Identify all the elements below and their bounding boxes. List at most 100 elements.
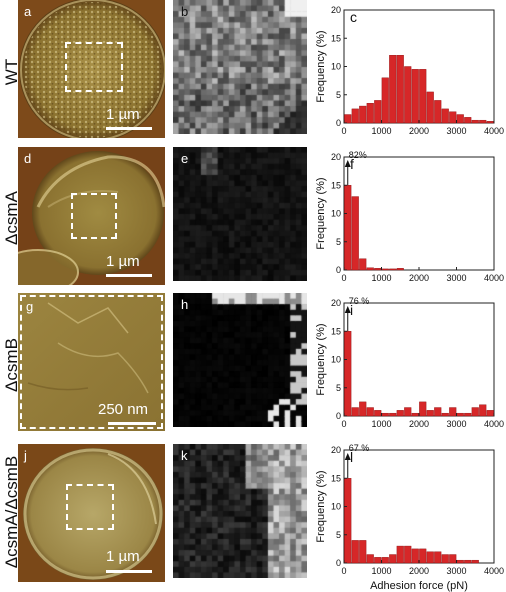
histogram-bar (351, 108, 359, 124)
histogram-bar (426, 410, 434, 417)
histogram-bar (366, 407, 374, 417)
histogram-csma: 0 1000 2000 3000 4000 0 5 10 15 20 Frequency (%) f8… (315, 150, 504, 283)
arrow-up-icon (344, 306, 351, 313)
histogram-bar (366, 267, 374, 271)
arrow-up-icon (344, 453, 351, 460)
x-tick-label: 0 (341, 419, 346, 429)
adhesion-map-wt: b (173, 0, 307, 134)
histogram-bar (381, 557, 389, 564)
arrow-up-icon (344, 160, 351, 167)
x-tick-label: 0 (341, 126, 346, 136)
afm-image-csmb-svg (18, 293, 165, 431)
panel-letter: i (350, 302, 353, 318)
peak-label: 67 % (349, 443, 370, 453)
histogram-bar (441, 554, 449, 564)
histogram-bar (419, 548, 427, 564)
y-tick-label: 5 (336, 90, 341, 100)
panel-letter-d: d (24, 151, 32, 166)
x-tick-label: 3000 (446, 566, 466, 576)
x-tick-label: 1000 (371, 419, 391, 429)
x-tick-label: 1000 (371, 273, 391, 283)
histogram-bar (464, 117, 472, 124)
histogram-bar (456, 412, 464, 417)
histogram-bar (471, 119, 479, 124)
histogram-bar (374, 100, 382, 124)
x-tick-label: 3000 (446, 419, 466, 429)
panel-letter-g: g (26, 299, 34, 314)
histogram-bar (441, 108, 449, 124)
histogram-bar (374, 557, 382, 564)
scale-bar-csma (106, 274, 152, 277)
histogram-bar (464, 412, 472, 417)
histogram-bar (359, 258, 367, 271)
histogram-bar (404, 66, 412, 124)
histogram-bar (359, 105, 367, 124)
scale-label-csma-csmb: 1 µm (106, 548, 140, 565)
histogram-bar (456, 114, 464, 124)
histogram-csma-csmb: 0 1000 2000 3000 4000 0 5 10 15 20 Frequency (%) Ad… (315, 443, 504, 592)
y-axis-label: Frequency (%) (315, 323, 327, 395)
histogram-bar (389, 554, 397, 564)
y-tick-label: 20 (331, 298, 341, 308)
histogram-bar (441, 412, 449, 417)
panel-letter: l (350, 449, 353, 465)
adhesion-map-csma: e (173, 147, 307, 281)
histogram-bar (381, 268, 389, 271)
histogram-bar (366, 103, 374, 124)
scale-label-wt: 1 µm (106, 106, 140, 123)
y-tick-label: 15 (331, 33, 341, 43)
histogram-wt: 0 1000 2000 3000 4000 0 5 10 15 20 Frequency (%) c (315, 5, 504, 136)
histogram-bar (464, 559, 472, 564)
afm-image-csma: d 1 µm (18, 147, 165, 285)
histogram-bar (389, 412, 397, 417)
panel-letter-a: a (24, 4, 32, 19)
histogram-bar (381, 77, 389, 124)
adhesion-map-csma-csmb: k (173, 444, 307, 578)
zoom-box-wt (65, 42, 123, 92)
histogram-bar (419, 401, 427, 417)
y-tick-label: 5 (336, 530, 341, 540)
histogram-bar (351, 407, 359, 417)
adhesion-map-csma-csmb-canvas (173, 444, 307, 578)
histogram-bar (396, 545, 404, 564)
y-tick-label: 15 (331, 326, 341, 336)
peak-label: 82% (349, 150, 367, 160)
scale-bar-wt (106, 127, 152, 130)
histogram-bar (381, 412, 389, 417)
y-tick-label: 0 (336, 558, 341, 568)
adhesion-map-csmb: h (173, 293, 307, 427)
zoom-box-csma-csmb (66, 484, 114, 530)
afm-image-csma-svg (18, 147, 165, 285)
y-tick-label: 5 (336, 237, 341, 247)
y-tick-label: 10 (331, 355, 341, 365)
panel-letter-e: e (181, 151, 189, 166)
y-tick-label: 20 (331, 5, 341, 15)
y-tick-label: 20 (331, 445, 341, 455)
peak-label: 76 % (349, 296, 370, 306)
panel-letter: c (350, 9, 357, 25)
zoom-box-csma (71, 193, 117, 239)
y-tick-label: 0 (336, 118, 341, 128)
histogram-bar (411, 548, 419, 564)
afm-image-wt-svg (18, 0, 165, 138)
histogram-bar (426, 91, 434, 124)
histogram-bar (426, 551, 434, 564)
y-tick-label: 20 (331, 152, 341, 162)
x-tick-label: 0 (341, 566, 346, 576)
histogram-bar (486, 121, 494, 124)
histogram-bar (351, 540, 359, 564)
panel-letter-j: j (24, 448, 27, 463)
y-tick-label: 10 (331, 209, 341, 219)
y-tick-label: 10 (331, 62, 341, 72)
panel-letter: f (350, 156, 354, 172)
histogram-bar (396, 410, 404, 417)
histogram-bar (434, 100, 442, 124)
x-tick-label: 2000 (409, 273, 429, 283)
histogram-bar (344, 331, 352, 417)
scale-bar-csmb (108, 422, 156, 425)
x-tick-label: 4000 (484, 273, 504, 283)
histogram-bar (404, 407, 412, 417)
histogram-bar (434, 407, 442, 417)
afm-image-csmb: g 250 nm (18, 293, 165, 431)
x-tick-label: 1000 (371, 126, 391, 136)
